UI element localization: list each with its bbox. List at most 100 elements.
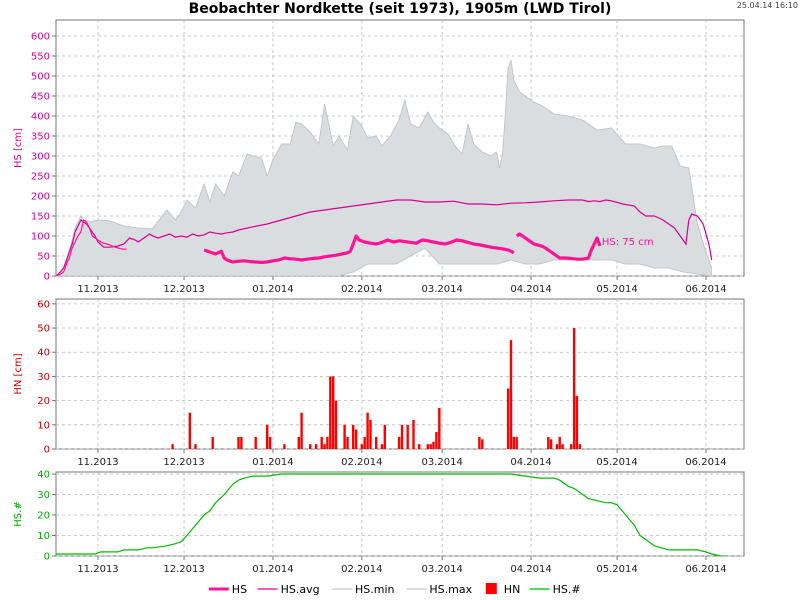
legend-label: HS.max [429,583,472,596]
x-tick-label: 05.2014 [596,457,637,468]
hn-bar [375,436,378,449]
hn-bar [309,444,312,449]
hn-bar [366,412,369,449]
y-tick-label: 30 [37,490,50,501]
legend-item: HS [208,583,247,596]
legend-label: HS.# [553,583,581,596]
hs-panel: 0 50 100 150 200 250 300 350 400 450 500 550 600 11.2… [13,19,745,295]
y-tick-label: 30 [37,372,50,383]
hn-bar [211,436,214,449]
hn-bar [380,444,384,449]
legend-item: HS.min [332,583,395,596]
y-tick-label: 150 [31,212,50,223]
y-tick-label: 50 [37,252,50,263]
hn-bar [512,436,515,449]
y-axis-label: HN [cm] [13,353,24,394]
x-tick-label: 03.2014 [421,457,462,468]
hn-bar [509,340,513,449]
hn-bar [478,436,481,449]
hn-bar [329,376,332,449]
hn-bar [254,436,257,449]
hn-bar [397,436,401,449]
hn-bar [549,439,553,449]
legend-item: HS.# [529,583,581,596]
count-panel-frame [55,471,745,557]
x-tick-label: 11.2013 [77,284,118,295]
x-tick-label: 12.2013 [163,457,204,468]
hn-bar [426,444,429,449]
hs-annotation: HS: 75 cm [602,237,654,248]
hn-bar [578,444,581,449]
hn-panel-marks [171,328,581,449]
hn-bar [300,412,303,449]
y-tick-label: 0 [44,272,50,283]
hn-bar [506,388,510,449]
hn-bar [314,444,318,449]
x-tick-label: 01.2014 [252,564,293,575]
hn-bar [547,436,550,449]
hs-count-line [56,473,727,556]
chart-title: Beobachter Nordkette (seit 1973), 1905m … [188,1,612,17]
hn-bar [237,436,240,449]
legend-item: HS.max [406,583,473,596]
legend-label: HN [504,583,521,596]
hn-bar [283,444,286,449]
y-tick-label: 200 [31,192,50,203]
hn-bar [171,444,174,449]
hs-line-segment [203,234,515,264]
hn-bar [268,436,272,449]
x-tick-label: 03.2014 [421,564,462,575]
hn-bar [412,420,415,449]
y-axis-label: HS.# [13,501,24,526]
hn-bar [400,424,404,449]
x-tick-label: 01.2014 [252,284,293,295]
y-tick-label: 40 [37,348,50,359]
x-tick-label: 11.2013 [77,457,118,468]
legend-swatch [485,583,497,594]
x-tick-label: 06.2014 [685,284,726,295]
x-tick-label: 05.2014 [596,284,637,295]
count-panel-marks [56,473,727,556]
hn-bar [418,444,421,449]
x-tick-label: 05.2014 [596,564,637,575]
y-tick-label: 300 [31,152,50,163]
y-tick-label: 40 [37,470,50,481]
hn-panel-frame [55,298,745,450]
legend-label: HS.min [355,583,395,596]
legend-item: HS.avg [257,583,320,596]
hn-bar [555,444,559,449]
hn-bar [326,436,329,449]
hn-bar [188,412,191,449]
x-tick-label: 03.2014 [421,284,462,295]
timestamp: 25.04.14 16:10 [736,1,798,10]
hn-bar [320,436,323,449]
x-tick-label: 06.2014 [685,564,726,575]
y-tick-label: 10 [37,531,50,542]
hn-bar [561,444,564,449]
hn-bar [481,439,484,449]
hs-min-line [56,247,712,276]
x-tick-label: 06.2014 [685,457,726,468]
y-tick-label: 100 [31,232,50,243]
hn-panel: 0 10 20 30 40 50 60 11.2013 12.2013 01.2014 02.201… [13,298,745,468]
hn-bar [570,444,573,449]
hn-bar [435,432,438,449]
y-tick-label: 350 [31,132,50,143]
x-tick-label: 12.2013 [163,284,204,295]
y-tick-label: 20 [37,511,50,522]
hn-bar [572,328,576,449]
legend-label: HS.avg [281,583,320,596]
hn-bar [297,436,300,449]
y-tick-label: 250 [31,172,50,183]
legend: HS HS.avg HS.min HS.max HN HS.# [208,583,581,596]
y-tick-label: 60 [37,299,50,310]
y-tick-label: 550 [31,52,50,63]
y-tick-label: 20 [37,396,50,407]
legend-item: HN [485,583,521,596]
hs-line-segment [56,219,127,276]
x-tick-label: 04.2014 [510,284,551,295]
x-tick-label: 02.2014 [341,284,382,295]
hn-bar [354,429,358,449]
hs-line-segment [515,232,602,261]
hn-bar [369,420,372,449]
